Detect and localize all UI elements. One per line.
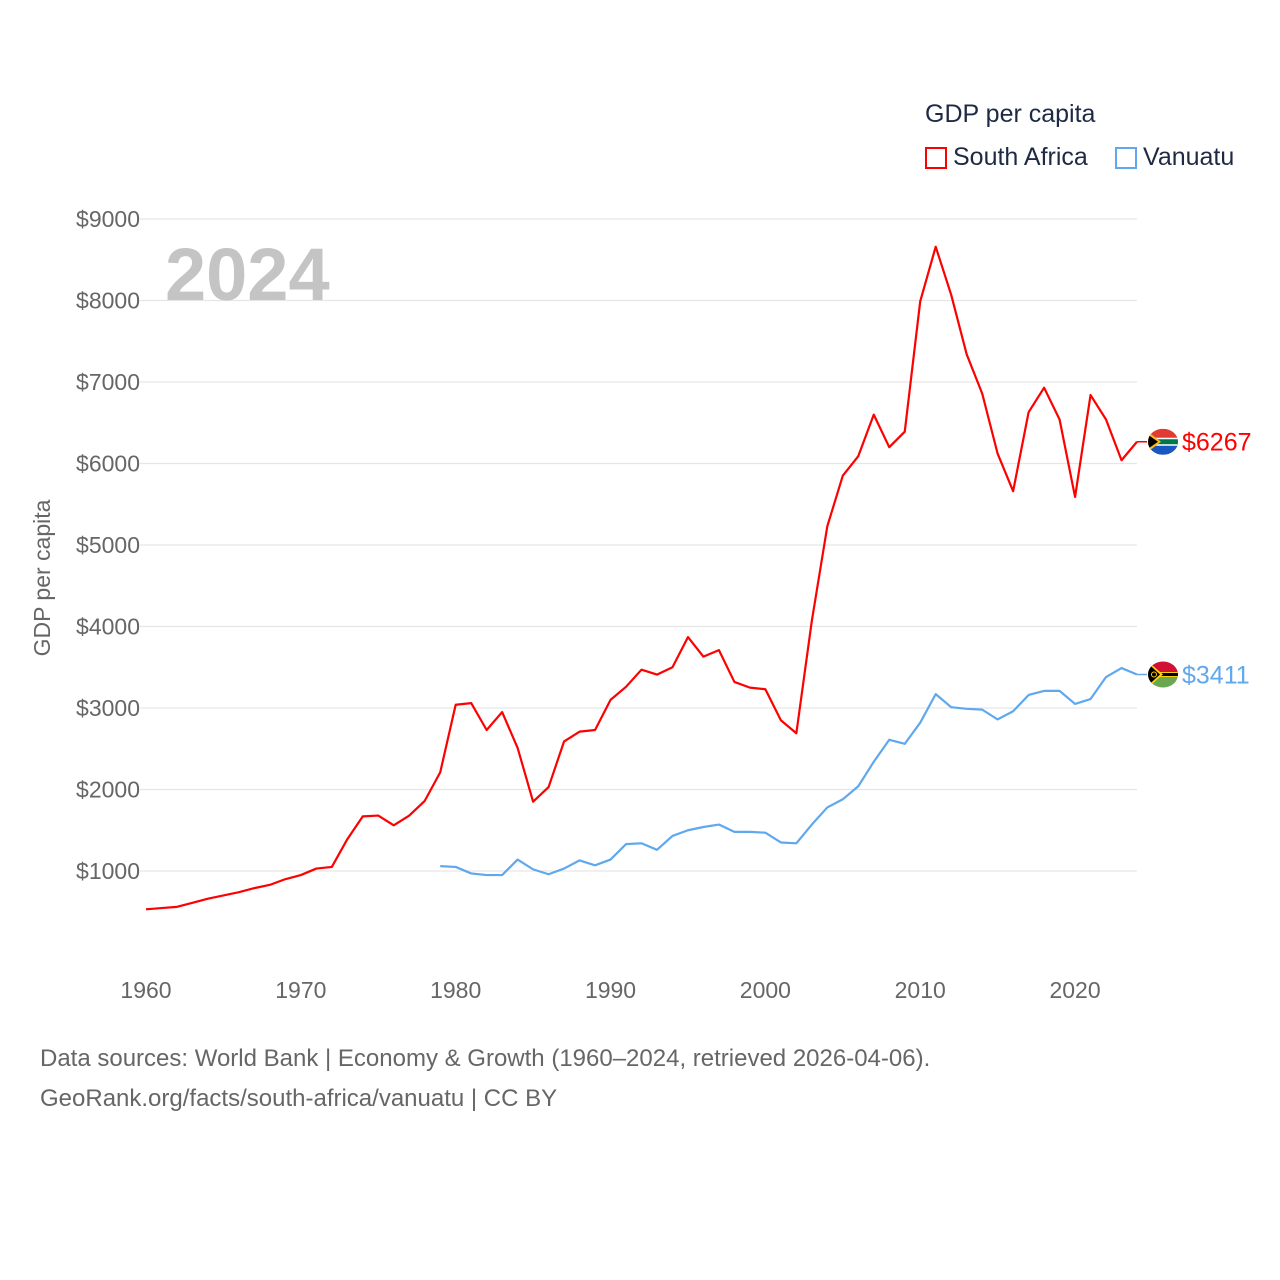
x-tick-label: 2020 — [1049, 977, 1100, 1003]
legend-item-south-africa[interactable]: South Africa — [925, 143, 1088, 172]
end-value-label: $3411 — [1182, 662, 1250, 690]
x-tick-label: 2010 — [895, 977, 946, 1003]
flag-black-tri — [1148, 663, 1160, 686]
x-tick-label: 1990 — [585, 977, 636, 1003]
south-africa-flag-icon — [1148, 428, 1178, 455]
y-tick-label: $2000 — [76, 777, 140, 803]
y-tick-label: $9000 — [76, 206, 140, 232]
y-axis: $1000 $2000 $3000 $4000 $5000 $6000 $7000 $8000… — [76, 206, 140, 884]
y-tick-label: $8000 — [76, 288, 140, 314]
x-tick-label: 1960 — [120, 977, 171, 1003]
legend-swatch — [925, 146, 947, 169]
series-line-south-africa — [145, 245, 1138, 911]
x-tick-label: 1970 — [275, 977, 326, 1003]
flag-black — [1148, 434, 1158, 449]
flag-emblem — [1151, 671, 1157, 678]
series-lines — [145, 245, 1138, 911]
y-tick-label: $5000 — [76, 532, 140, 558]
flag-green — [1148, 439, 1178, 445]
vanuatu-flag-icon — [1148, 661, 1178, 688]
y-tick-label: $1000 — [76, 858, 140, 884]
x-tick-label: 1980 — [430, 977, 481, 1003]
footer-link[interactable]: GeoRank.org/facts/south-africa/vanuatu |… — [40, 1085, 558, 1112]
legend-title: GDP per capita — [925, 100, 1096, 128]
legend-label: Vanuatu — [1143, 143, 1235, 171]
legend-label: South Africa — [953, 143, 1088, 171]
x-tick-label: 2000 — [740, 977, 791, 1003]
gridlines — [140, 218, 1137, 872]
year-watermark: 2024 — [165, 233, 330, 316]
y-tick-label: $7000 — [76, 369, 140, 395]
legend-swatch — [1115, 146, 1137, 169]
footer-sources: Data sources: World Bank | Economy & Gro… — [40, 1045, 931, 1072]
end-value-label: $6267 — [1182, 429, 1252, 457]
y-tick-label: $6000 — [76, 451, 140, 477]
legend-item-vanuatu[interactable]: Vanuatu — [1115, 143, 1234, 172]
y-tick-label: $4000 — [76, 614, 140, 640]
x-axis: 1960 1970 1980 1990 2000 2010 2020 — [120, 977, 1100, 1003]
y-axis-label: GDP per capita — [29, 499, 55, 656]
y-tick-label: $3000 — [76, 695, 140, 721]
series-line-vanuatu — [440, 666, 1138, 877]
series-end-labels: $6267 $3411 — [1137, 428, 1252, 690]
